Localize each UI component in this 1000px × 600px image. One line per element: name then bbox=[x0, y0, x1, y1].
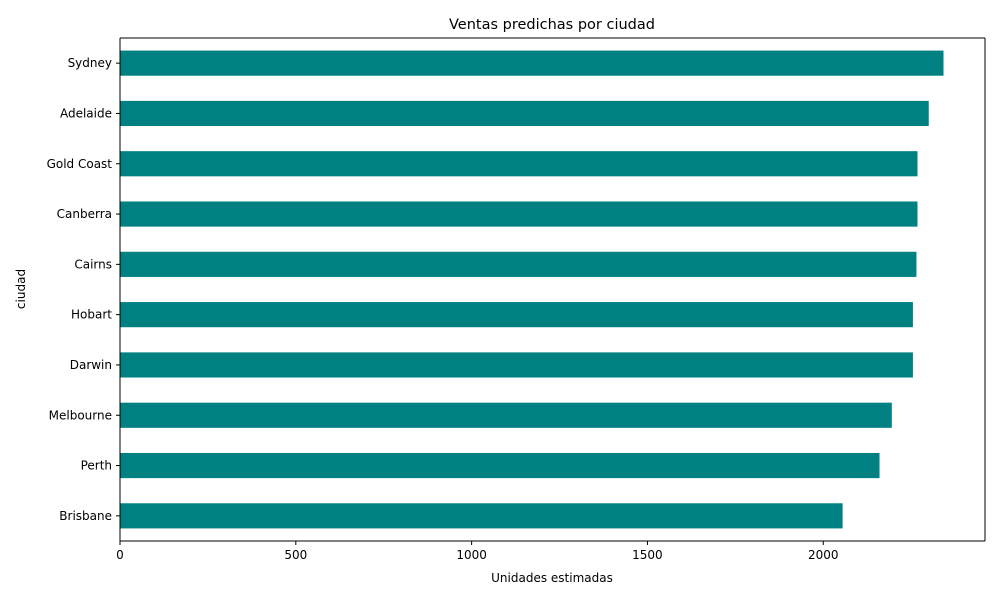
bar-brisbane bbox=[120, 503, 843, 529]
bar-hobart bbox=[120, 302, 913, 328]
y-tick-label: Perth bbox=[81, 459, 112, 473]
y-tick-label: Gold Coast bbox=[47, 157, 113, 171]
bar-darwin bbox=[120, 352, 913, 378]
y-tick-label: Brisbane bbox=[59, 509, 112, 523]
y-tick-label: Canberra bbox=[57, 207, 112, 221]
x-axis-ticks: 0 500 1000 1500 2000 bbox=[116, 541, 839, 562]
x-tick-label: 500 bbox=[284, 548, 307, 562]
y-tick-label: Darwin bbox=[70, 358, 112, 372]
bar-cairns bbox=[120, 251, 917, 277]
y-tick-label: Sydney bbox=[68, 56, 112, 70]
x-axis-label: Unidades estimadas bbox=[491, 571, 613, 585]
y-tick-label: Cairns bbox=[74, 257, 112, 271]
x-tick-label: 2000 bbox=[808, 548, 839, 562]
bar-adelaide bbox=[120, 100, 929, 127]
bar-melbourne bbox=[120, 402, 892, 428]
bar-sydney bbox=[120, 50, 944, 76]
x-tick-label: 1000 bbox=[456, 548, 487, 562]
y-axis-ticks: Brisbane Perth Melbourne Darwin Hobart Cairns… bbox=[47, 56, 120, 523]
bars-group bbox=[120, 50, 944, 529]
y-tick-label: Hobart bbox=[71, 308, 112, 322]
x-tick-label: 0 bbox=[116, 548, 124, 562]
bar-gold-coast bbox=[120, 151, 918, 177]
y-tick-label: Melbourne bbox=[49, 408, 112, 422]
x-tick-label: 1500 bbox=[632, 548, 663, 562]
bar-perth bbox=[120, 452, 880, 479]
y-axis-label: ciudad bbox=[14, 269, 28, 309]
y-tick-label: Adelaide bbox=[60, 106, 112, 120]
chart-title: Ventas predichas por ciudad bbox=[449, 17, 655, 33]
bar-canberra bbox=[120, 201, 918, 227]
